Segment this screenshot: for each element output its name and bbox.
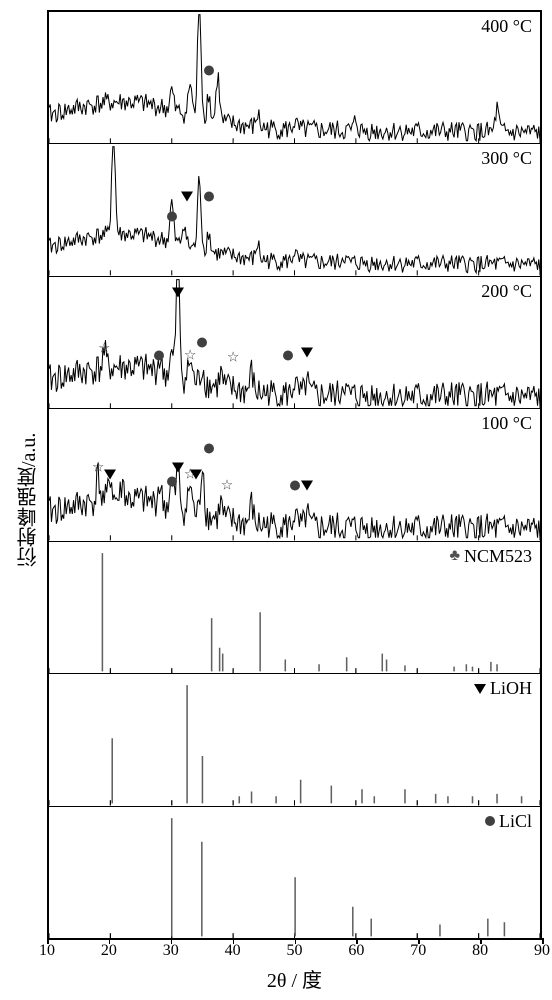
circle-marker-icon: [204, 442, 214, 455]
panel-label-text: LiCl: [499, 811, 532, 832]
panel-label-text: 300 °C: [481, 148, 532, 169]
x-tick-label: 10: [39, 942, 55, 960]
circle-marker-icon: [167, 210, 177, 223]
panel-svg: [49, 674, 540, 805]
panel-label: ♣NCM523: [449, 546, 532, 567]
x-tick-label: 70: [410, 942, 426, 960]
panel-svg: [49, 277, 540, 408]
star-marker-icon: ☆: [221, 478, 234, 493]
x-ticks: 102030405060708090: [47, 940, 542, 960]
triangle-marker-icon: [301, 479, 313, 492]
panel-label-text: 400 °C: [481, 16, 532, 37]
panel-label: LiCl: [485, 811, 532, 832]
panel-svg: [49, 409, 540, 540]
star-marker-icon: ☆: [184, 348, 197, 363]
triangle-marker-icon: [181, 191, 193, 204]
star-marker-icon: ☆: [221, 478, 234, 493]
triangle-marker-icon: [301, 347, 313, 360]
circle-marker-icon: [167, 475, 177, 488]
panel-svg: [49, 144, 540, 275]
x-tick-label: 20: [101, 942, 117, 960]
panel-stack: 400 °C300 °C☆☆☆200 °C☆☆☆100 °C♣NCM523LiO…: [47, 10, 542, 940]
panel-label: 100 °C: [481, 413, 532, 434]
x-axis: 102030405060708090 2θ / 度: [47, 940, 542, 990]
circle-marker-icon: [485, 816, 495, 826]
star-marker-icon: ☆: [98, 342, 111, 357]
panel-svg: [49, 12, 540, 143]
panel-ref_lioh: LiOH: [49, 674, 540, 806]
circle-marker-icon: [290, 479, 300, 492]
x-tick-label: 90: [534, 942, 550, 960]
star-marker-icon: ☆: [227, 351, 240, 366]
circle-marker-icon: [204, 66, 214, 76]
plot-area: 400 °C300 °C☆☆☆200 °C☆☆☆100 °C♣NCM523LiO…: [47, 10, 542, 990]
xrd-figure: 衍射峰强度/a.u. 400 °C300 °C☆☆☆200 °C☆☆☆100 °…: [10, 10, 542, 990]
star-marker-icon: ☆: [227, 351, 240, 366]
x-tick-label: 80: [472, 942, 488, 960]
panel-p400: 400 °C: [49, 12, 540, 144]
panel-label: 200 °C: [481, 281, 532, 302]
circle-marker-icon: [154, 349, 164, 362]
x-tick-label: 50: [287, 942, 303, 960]
y-axis-label: 衍射峰强度/a.u.: [10, 10, 47, 990]
triangle-marker-icon: [104, 468, 116, 481]
panel-p200: ☆ ☆ ☆ 200 °C: [49, 277, 540, 409]
circle-marker-icon: [154, 350, 164, 360]
triangle-marker-icon: [172, 463, 184, 473]
triangle-marker-icon: [190, 468, 202, 481]
triangle-marker-icon: [104, 469, 116, 479]
panel-label-text: LiOH: [490, 678, 532, 699]
triangle-marker-icon: [172, 286, 184, 299]
circle-marker-icon: [283, 350, 293, 360]
circle-marker-icon: [197, 336, 207, 349]
triangle-marker-icon: [172, 462, 184, 475]
panel-ref_ncm: ♣NCM523: [49, 542, 540, 674]
panel-label: 400 °C: [481, 16, 532, 37]
star-marker-icon: ☆: [92, 461, 105, 476]
x-axis-label: 2θ / 度: [47, 964, 542, 993]
panel-label-text: 100 °C: [481, 413, 532, 434]
club-marker-icon: ♣: [449, 547, 460, 565]
panel-p300: 300 °C: [49, 144, 540, 276]
circle-marker-icon: [167, 211, 177, 221]
panel-label-text: NCM523: [464, 546, 532, 567]
x-tick-label: 30: [163, 942, 179, 960]
circle-marker-icon: [167, 476, 177, 486]
panel-svg: [49, 807, 540, 938]
triangle-marker-icon: [190, 469, 202, 479]
panel-label: 300 °C: [481, 148, 532, 169]
triangle-marker-icon: [172, 287, 184, 297]
circle-marker-icon: [283, 349, 293, 362]
triangle-marker-icon: [301, 480, 313, 490]
x-tick-label: 60: [348, 942, 364, 960]
circle-marker-icon: [290, 480, 300, 490]
panel-label: LiOH: [474, 678, 532, 699]
circle-marker-icon: [204, 191, 214, 204]
panel-p100: ☆☆☆100 °C: [49, 409, 540, 541]
panel-ref_licl: LiCl: [49, 807, 540, 938]
star-marker-icon: ☆: [92, 461, 105, 476]
circle-marker-icon: [197, 337, 207, 347]
star-marker-icon: ☆: [184, 348, 197, 363]
circle-marker-icon: [204, 192, 214, 202]
x-tick-label: 40: [225, 942, 241, 960]
panel-label-text: 200 °C: [481, 281, 532, 302]
triangle-marker-icon: [474, 684, 486, 694]
triangle-marker-icon: [301, 348, 313, 358]
circle-marker-icon: [204, 443, 214, 453]
triangle-marker-icon: [181, 192, 193, 202]
star-marker-icon: ☆: [98, 342, 111, 357]
circle-marker-icon: [204, 65, 214, 78]
